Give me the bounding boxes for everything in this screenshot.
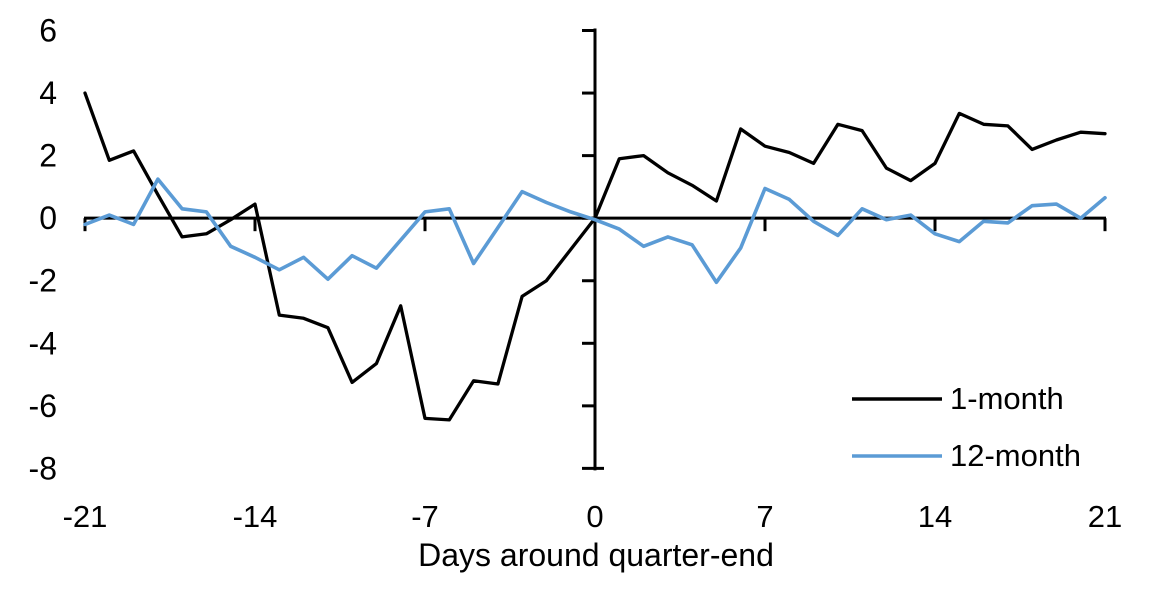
y-tick-label: -6	[29, 388, 57, 424]
x-tick-label: -14	[233, 499, 278, 534]
x-tick-label: 14	[918, 499, 952, 534]
y-tick-label: -4	[29, 325, 57, 361]
y-tick-label: 2	[39, 138, 57, 174]
y-tick-label: -2	[29, 263, 57, 299]
x-tick-label: 21	[1088, 499, 1122, 534]
y-tick-label: 0	[39, 200, 57, 236]
tick-labels: -21 -14 -7 0 7 14 21 6 4 2 0 -2 -4 -6 -8	[29, 13, 1123, 535]
x-tick-label: -7	[411, 499, 439, 534]
legend-label-12-month: 12-month	[950, 438, 1081, 473]
y-tick-label: 6	[39, 13, 57, 49]
x-tick-label: -21	[63, 499, 108, 534]
y-tick-label: 4	[39, 75, 57, 111]
legend: 1-month 12-month	[852, 381, 1081, 473]
series-line-12-month	[83, 177, 1107, 285]
x-tick-label: 7	[756, 499, 773, 534]
series-lines	[83, 91, 1107, 422]
legend-label-1-month: 1-month	[950, 381, 1064, 416]
x-tick-label: 0	[586, 499, 603, 534]
x-axis-title: Days around quarter-end	[418, 537, 774, 573]
y-tick-label: -8	[29, 450, 57, 486]
